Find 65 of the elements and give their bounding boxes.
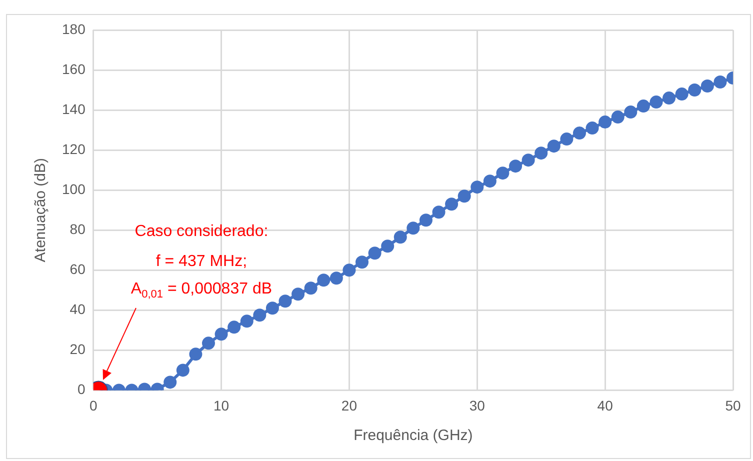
point [675, 88, 688, 101]
y-tick-label: 140 [62, 100, 86, 117]
point [470, 180, 484, 194]
y-tick-label: 20 [70, 341, 86, 358]
x-tick-label: 10 [214, 397, 230, 414]
point [240, 314, 254, 328]
point [483, 174, 496, 188]
x-tick-label: 50 [725, 397, 741, 414]
annotation: f = 437 MHz; [156, 252, 248, 272]
point [662, 92, 676, 105]
point [342, 264, 356, 277]
point [292, 288, 305, 301]
y-tick-label: 40 [70, 301, 86, 318]
point [266, 302, 279, 315]
point [586, 122, 599, 135]
point [432, 206, 446, 219]
point [458, 190, 471, 203]
point [317, 274, 330, 287]
point [164, 376, 177, 389]
y-tick-label: 160 [62, 60, 86, 77]
point [611, 110, 624, 124]
point [534, 146, 548, 160]
point [714, 76, 727, 89]
y-axis-title: Atenuação (dB) [32, 158, 50, 262]
point [253, 308, 266, 322]
x-axis-title: Frequência (GHz) [354, 427, 473, 444]
point [700, 80, 714, 93]
point [176, 364, 190, 377]
point [394, 230, 407, 244]
point [522, 154, 535, 167]
point [688, 84, 702, 97]
point [598, 116, 612, 129]
y-tick-label: 80 [70, 220, 86, 237]
point [381, 240, 394, 253]
point [406, 222, 420, 235]
point [624, 106, 638, 119]
x-tick-label: 20 [341, 397, 358, 414]
point [509, 160, 522, 173]
point [636, 100, 650, 113]
point [278, 294, 292, 308]
point [228, 320, 241, 334]
y-tick-label: 180 [62, 20, 86, 37]
point [445, 198, 458, 211]
point [202, 336, 215, 350]
point [560, 132, 574, 146]
annotation: A$_{0,01}$ = 0,000837 dB [130, 280, 272, 303]
y-tick-label: 120 [62, 140, 86, 157]
point [356, 256, 369, 269]
annotation: Caso considerado: [134, 222, 268, 242]
point [189, 348, 202, 361]
point [419, 214, 432, 227]
point [304, 282, 318, 295]
y-tick-label: 0 [78, 381, 86, 398]
point [650, 96, 663, 109]
point [572, 126, 586, 140]
point [214, 328, 228, 341]
x-tick-label: 0 [89, 397, 98, 414]
y-tick-label: 100 [62, 180, 86, 197]
point [547, 140, 560, 153]
point [330, 272, 343, 285]
point [496, 166, 510, 180]
point [368, 246, 382, 260]
x-tick-label: 40 [597, 397, 614, 414]
x-tick-label: 30 [469, 397, 486, 414]
y-tick-label: 60 [70, 260, 86, 277]
